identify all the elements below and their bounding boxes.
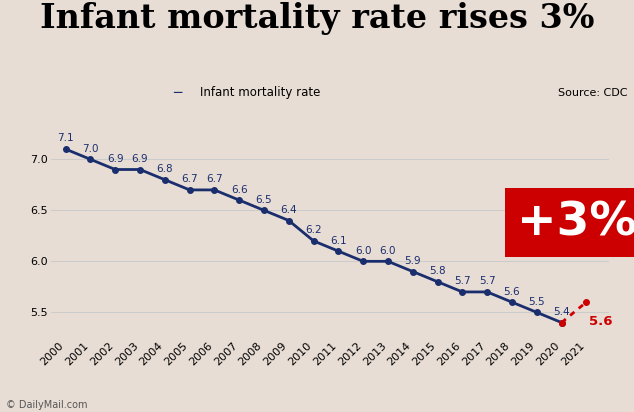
Text: 5.7: 5.7 xyxy=(454,276,470,286)
Text: 5.6: 5.6 xyxy=(503,286,521,297)
Text: +3%: +3% xyxy=(517,200,634,245)
Text: 7.0: 7.0 xyxy=(82,144,99,154)
Text: 6.7: 6.7 xyxy=(206,174,223,184)
Text: 6.1: 6.1 xyxy=(330,236,347,246)
Text: 5.5: 5.5 xyxy=(528,297,545,307)
Text: 6.6: 6.6 xyxy=(231,185,247,194)
Text: 5.6: 5.6 xyxy=(589,316,613,328)
Text: Infant mortality rate: Infant mortality rate xyxy=(200,86,320,99)
Text: Source: CDC: Source: CDC xyxy=(558,88,628,98)
Text: 5.4: 5.4 xyxy=(553,307,570,317)
Text: 6.8: 6.8 xyxy=(157,164,173,174)
Text: ─: ─ xyxy=(173,86,182,100)
Text: 6.7: 6.7 xyxy=(181,174,198,184)
Text: 5.8: 5.8 xyxy=(429,266,446,276)
Text: 5.7: 5.7 xyxy=(479,276,495,286)
Text: Infant mortality rate rises 3%: Infant mortality rate rises 3% xyxy=(40,2,594,35)
Text: 6.9: 6.9 xyxy=(132,154,148,164)
Text: 5.9: 5.9 xyxy=(404,256,421,266)
Text: © DailyMail.com: © DailyMail.com xyxy=(6,400,88,410)
Text: 7.1: 7.1 xyxy=(57,133,74,143)
Text: 6.9: 6.9 xyxy=(107,154,124,164)
Text: 6.4: 6.4 xyxy=(280,205,297,215)
Text: 6.2: 6.2 xyxy=(305,225,322,235)
Text: 6.0: 6.0 xyxy=(355,246,372,256)
Text: 6.5: 6.5 xyxy=(256,195,272,205)
Text: 6.0: 6.0 xyxy=(380,246,396,256)
